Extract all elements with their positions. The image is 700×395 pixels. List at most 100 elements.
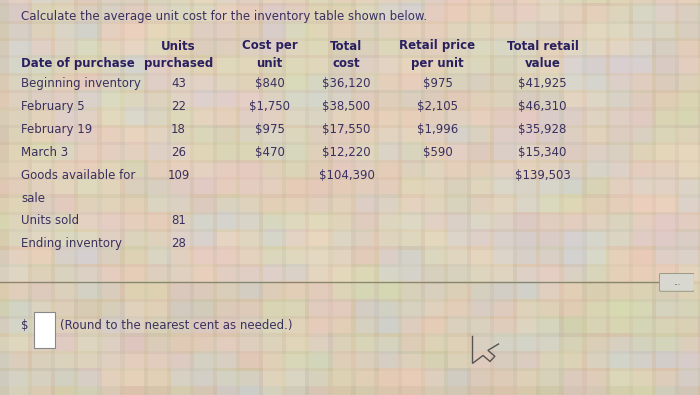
Bar [425, 232, 467, 264]
Bar [356, 250, 398, 281]
Bar [540, 41, 582, 73]
Bar [55, 354, 97, 386]
Bar [78, 76, 120, 107]
Bar [217, 145, 259, 177]
Bar [263, 24, 305, 55]
Bar [494, 302, 536, 333]
Bar [448, 24, 490, 55]
Bar [78, 145, 120, 177]
Bar [194, 0, 236, 21]
Bar [471, 371, 513, 395]
Bar [0, 0, 28, 21]
Bar [633, 232, 675, 264]
Bar [379, 180, 421, 212]
Bar [517, 232, 559, 264]
Bar [448, 128, 490, 160]
Bar [656, 302, 698, 333]
Bar [425, 58, 467, 90]
Bar [240, 198, 282, 229]
Bar [402, 319, 444, 351]
Bar [240, 232, 282, 264]
Bar [0, 215, 28, 246]
Bar [448, 302, 490, 333]
Bar [379, 337, 421, 368]
Bar [217, 0, 259, 3]
Bar [9, 58, 51, 90]
Bar [194, 250, 236, 281]
Bar [379, 41, 421, 73]
Bar [679, 371, 700, 395]
Bar [286, 198, 328, 229]
Bar [78, 198, 120, 229]
Bar [0, 284, 28, 316]
Bar [148, 337, 190, 368]
Bar [633, 24, 675, 55]
Bar [217, 354, 259, 386]
Bar [587, 215, 629, 246]
Bar [78, 250, 120, 281]
Bar [125, 93, 167, 125]
Bar [610, 198, 652, 229]
Bar [471, 198, 513, 229]
Bar [240, 267, 282, 299]
Bar [171, 145, 213, 177]
Bar [263, 250, 305, 281]
Bar [0, 282, 700, 395]
Bar [332, 0, 375, 3]
Bar [171, 232, 213, 264]
Bar [309, 0, 351, 3]
Bar [425, 24, 467, 55]
Bar [171, 337, 213, 368]
Bar [171, 198, 213, 229]
Bar [55, 371, 97, 395]
Bar [125, 111, 167, 142]
Bar [102, 93, 144, 125]
Bar [517, 41, 559, 73]
Bar [55, 111, 97, 142]
Bar [171, 0, 213, 21]
Bar [332, 354, 375, 386]
Bar [217, 302, 259, 333]
Bar [125, 337, 167, 368]
Bar [448, 354, 490, 386]
Bar [55, 284, 97, 316]
Bar [286, 145, 328, 177]
Bar [587, 232, 629, 264]
Text: $35,928: $35,928 [518, 123, 567, 136]
Bar [610, 0, 652, 3]
Bar [9, 302, 51, 333]
Bar [240, 337, 282, 368]
Bar [656, 76, 698, 107]
Bar [194, 76, 236, 107]
Bar [125, 232, 167, 264]
Bar [587, 41, 629, 73]
Bar [217, 6, 259, 38]
Bar [679, 267, 700, 299]
Bar [564, 24, 606, 55]
Text: 18: 18 [171, 123, 186, 136]
Bar [448, 215, 490, 246]
Bar [194, 41, 236, 73]
Bar [332, 267, 375, 299]
Text: 22: 22 [171, 100, 186, 113]
Bar [679, 111, 700, 142]
Bar [494, 93, 536, 125]
Bar [78, 24, 120, 55]
Bar [402, 232, 444, 264]
Bar [356, 215, 398, 246]
Bar [402, 163, 444, 194]
Bar [9, 76, 51, 107]
Text: (Round to the nearest cent as needed.): (Round to the nearest cent as needed.) [60, 320, 292, 332]
Bar [32, 232, 74, 264]
Bar [217, 76, 259, 107]
Bar [0, 371, 28, 395]
Bar [540, 24, 582, 55]
Bar [679, 58, 700, 90]
Bar [564, 180, 606, 212]
Bar [517, 0, 559, 3]
Bar [679, 302, 700, 333]
Bar [148, 232, 190, 264]
Text: $975: $975 [423, 77, 452, 90]
Bar [102, 145, 144, 177]
Bar [610, 6, 652, 38]
